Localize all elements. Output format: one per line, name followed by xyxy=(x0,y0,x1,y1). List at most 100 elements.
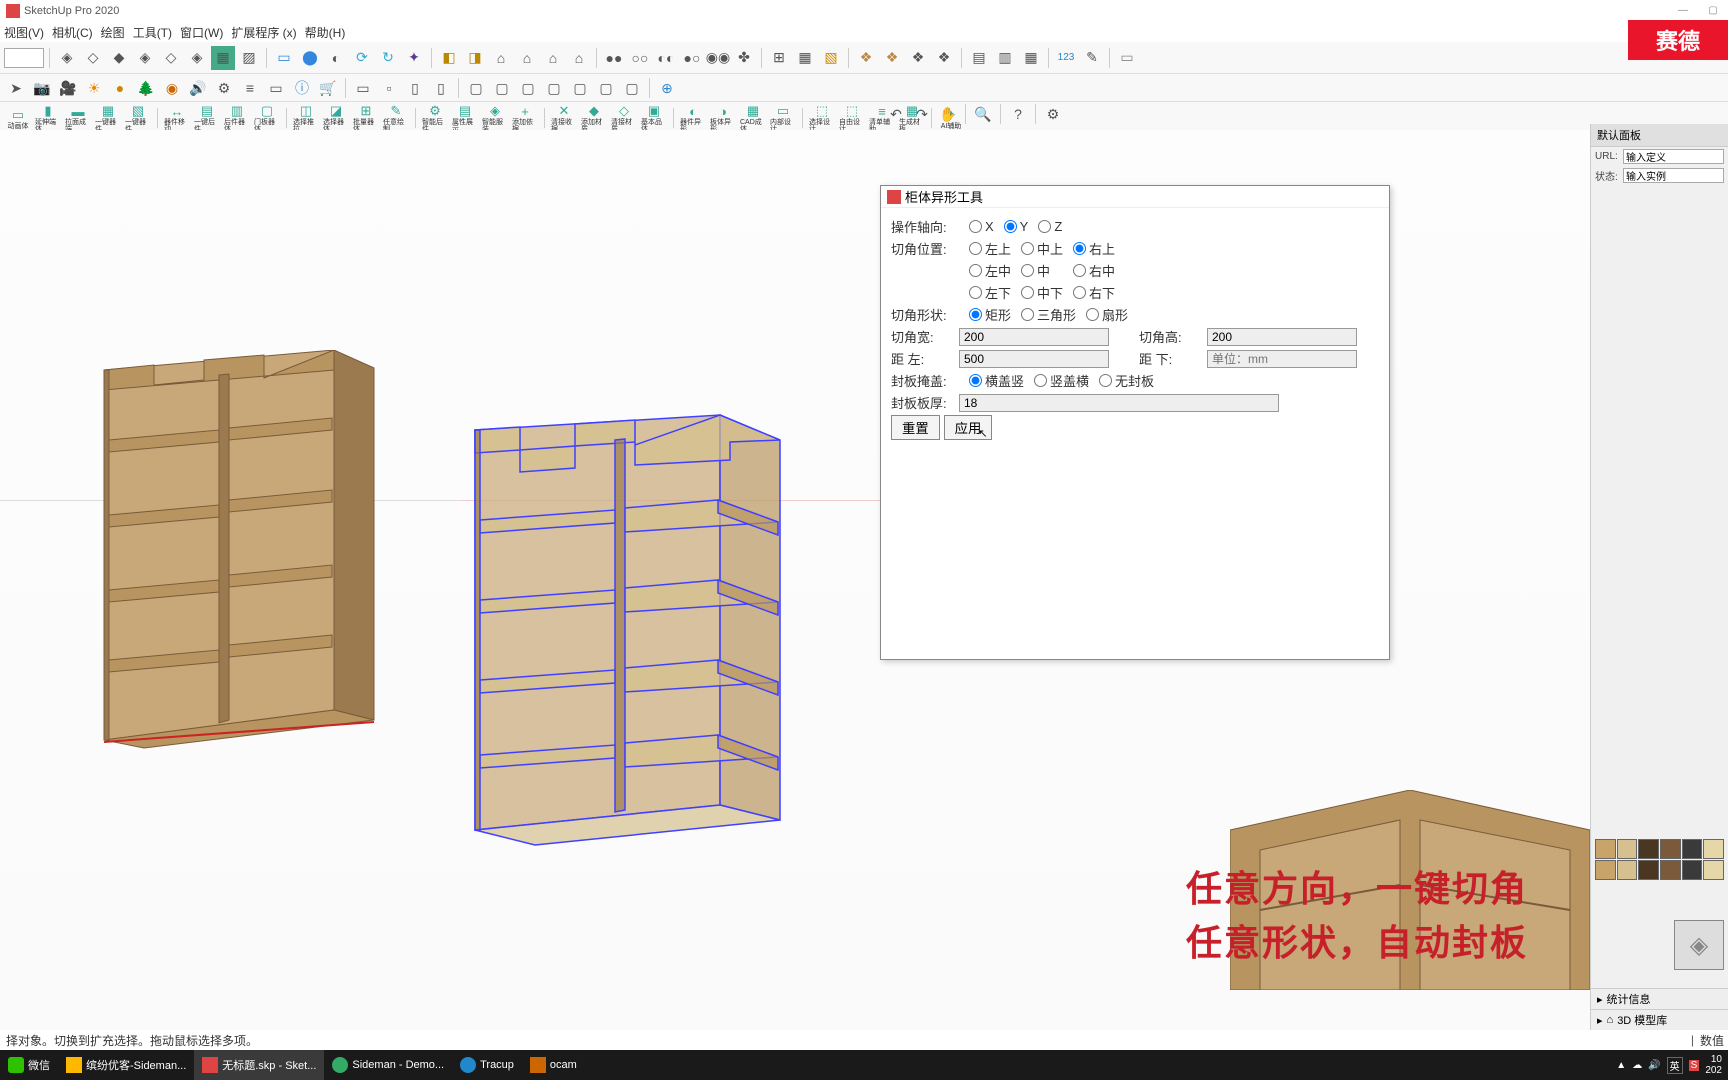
plugin-tool-18[interactable]: ◆添加材质 xyxy=(580,104,608,132)
display-icon[interactable]: ◐ xyxy=(324,46,348,70)
thickness-input[interactable] xyxy=(959,394,1279,412)
gear-icon[interactable]: ⚙ xyxy=(1041,102,1065,126)
plugin-tool-22[interactable]: ◑板体异形 xyxy=(709,104,737,132)
doc-icon[interactable]: ▭ xyxy=(351,76,375,100)
cube1-icon[interactable]: ◧ xyxy=(437,46,461,70)
right-icon[interactable]: ◈ xyxy=(133,46,157,70)
grid2-icon[interactable]: ▦ xyxy=(793,46,817,70)
home2-icon[interactable]: ⌂ xyxy=(541,46,565,70)
plugin-tool-11[interactable]: ⊞批量器体 xyxy=(352,104,380,132)
tray-icon[interactable]: ☁ xyxy=(1632,1060,1642,1071)
material-swatch[interactable] xyxy=(1595,860,1616,880)
wireframe-icon[interactable]: ▦ xyxy=(211,46,235,70)
mod3-icon[interactable]: ▢ xyxy=(516,76,540,100)
web-icon[interactable]: ⊕ xyxy=(655,76,679,100)
mod4-icon[interactable]: ▢ xyxy=(542,76,566,100)
panel-stats[interactable]: 统计信息 xyxy=(1607,991,1651,1007)
iso-icon[interactable]: ◈ xyxy=(55,46,79,70)
material-swatch[interactable] xyxy=(1682,839,1703,859)
pos-r[interactable] xyxy=(1021,264,1034,277)
plugin-tool-15[interactable]: ◈智能服装 xyxy=(481,104,509,132)
panel3-icon[interactable]: ▦ xyxy=(1019,46,1043,70)
globe-icon[interactable]: ◉ xyxy=(160,76,184,100)
mod1-icon[interactable]: ▢ xyxy=(464,76,488,100)
circles1-icon[interactable]: ●● xyxy=(602,46,626,70)
height-input[interactable] xyxy=(1207,328,1357,346)
grid1-icon[interactable]: ⊞ xyxy=(767,46,791,70)
pos-r[interactable] xyxy=(969,286,982,299)
menu-item[interactable]: 绘图 xyxy=(101,24,125,41)
task-wechat[interactable]: 微信 xyxy=(0,1050,58,1080)
win2-icon[interactable]: ▯ xyxy=(429,76,453,100)
tray-icon[interactable]: 🔊 xyxy=(1648,1060,1660,1071)
menu-item[interactable]: 视图(V) xyxy=(4,24,44,41)
hand-icon[interactable]: ✋ xyxy=(936,102,960,126)
circles3-icon[interactable]: ◐◐ xyxy=(654,46,678,70)
plugin-tool-14[interactable]: ▤属性展示 xyxy=(451,104,479,132)
circles4-icon[interactable]: ●○ xyxy=(680,46,704,70)
circles2-icon[interactable]: ○○ xyxy=(628,46,652,70)
clover-icon[interactable]: ✤ xyxy=(732,46,756,70)
axis-x-radio[interactable] xyxy=(969,220,982,233)
plugin-tool-4[interactable]: ▧一键器件 xyxy=(124,104,152,132)
circles5-icon[interactable]: ◉◉ xyxy=(706,46,730,70)
grid3-icon[interactable]: ▧ xyxy=(819,46,843,70)
layers1-icon[interactable]: ❖ xyxy=(854,46,878,70)
panel-3d[interactable]: 3D 模型库 xyxy=(1617,1012,1667,1028)
plugin-tool-0[interactable]: ▭动画体 xyxy=(4,104,32,132)
cart-icon[interactable]: 🛒 xyxy=(316,76,340,100)
material-swatch[interactable] xyxy=(1638,860,1659,880)
cabinet-left[interactable] xyxy=(84,350,384,750)
plugin-tool-26[interactable]: ⬚自由设计 xyxy=(838,104,866,132)
plugin-tool-20[interactable]: ▣基本品体 xyxy=(640,104,668,132)
pos-r[interactable] xyxy=(1073,242,1086,255)
plugin-tool-21[interactable]: ◐器件异形 xyxy=(679,104,707,132)
shape-r[interactable] xyxy=(969,308,982,321)
dist-left-input[interactable] xyxy=(959,350,1109,368)
cover-r[interactable] xyxy=(969,374,982,387)
home-icon[interactable]: ⌂ xyxy=(515,46,539,70)
material-swatch[interactable] xyxy=(1703,839,1724,859)
axis-z-radio[interactable] xyxy=(1038,220,1051,233)
material-swatches[interactable] xyxy=(1595,839,1724,880)
material-swatch[interactable] xyxy=(1617,860,1638,880)
plugin-tool-10[interactable]: ◪选择器体 xyxy=(322,104,350,132)
task-folder[interactable]: 缤纷优客-Sideman... xyxy=(58,1050,194,1080)
plugin-tool-1[interactable]: ▮延伸端体 xyxy=(34,104,62,132)
mod2-icon[interactable]: ▢ xyxy=(490,76,514,100)
mod5-icon[interactable]: ▢ xyxy=(568,76,592,100)
layers3-icon[interactable]: ❖ xyxy=(906,46,930,70)
back-icon[interactable]: ◇ xyxy=(159,46,183,70)
layers4-icon[interactable]: ❖ xyxy=(932,46,956,70)
select-icon[interactable]: ➤ xyxy=(4,76,28,100)
material-swatch[interactable] xyxy=(1703,860,1724,880)
menu-item[interactable]: 扩展程序 (x) xyxy=(231,24,296,41)
redo-icon[interactable]: ↷ xyxy=(910,102,934,126)
info-icon[interactable]: ⓘ xyxy=(290,76,314,100)
tray-ime[interactable]: 英 xyxy=(1667,1057,1683,1074)
pos-r[interactable] xyxy=(1073,286,1086,299)
house-icon[interactable]: ⌂ xyxy=(489,46,513,70)
cover-r[interactable] xyxy=(1099,374,1112,387)
top-icon[interactable]: ◇ xyxy=(81,46,105,70)
video-icon[interactable]: 🎥 xyxy=(56,76,80,100)
pos-r[interactable] xyxy=(1021,242,1034,255)
win1-icon[interactable]: ▯ xyxy=(403,76,427,100)
material-swatch[interactable] xyxy=(1660,860,1681,880)
system-tray[interactable]: ▲ ☁ 🔊 英 S 10 202 xyxy=(1610,1054,1728,1076)
menu-item[interactable]: 工具(T) xyxy=(133,24,172,41)
help-icon[interactable]: ? xyxy=(1006,102,1030,126)
num-icon[interactable]: 123 xyxy=(1054,46,1078,70)
shaded-icon[interactable]: ▨ xyxy=(237,46,261,70)
section-icon[interactable]: ▭ xyxy=(272,46,296,70)
menu-item[interactable]: 帮助(H) xyxy=(305,24,346,41)
refresh-icon[interactable]: ⟳ xyxy=(350,46,374,70)
chevron-icon[interactable]: ▸ xyxy=(1597,1014,1603,1027)
plugin-tool-24[interactable]: ▭内部设计 xyxy=(769,104,797,132)
home3-icon[interactable]: ⌂ xyxy=(567,46,591,70)
camera-icon[interactable]: 📷 xyxy=(30,76,54,100)
sync-icon[interactable]: ↻ xyxy=(376,46,400,70)
task-sketchup[interactable]: 无标题.skp - Sket... xyxy=(194,1050,324,1080)
reset-button[interactable]: 重置 xyxy=(891,415,940,440)
material-swatch[interactable] xyxy=(1595,839,1616,859)
